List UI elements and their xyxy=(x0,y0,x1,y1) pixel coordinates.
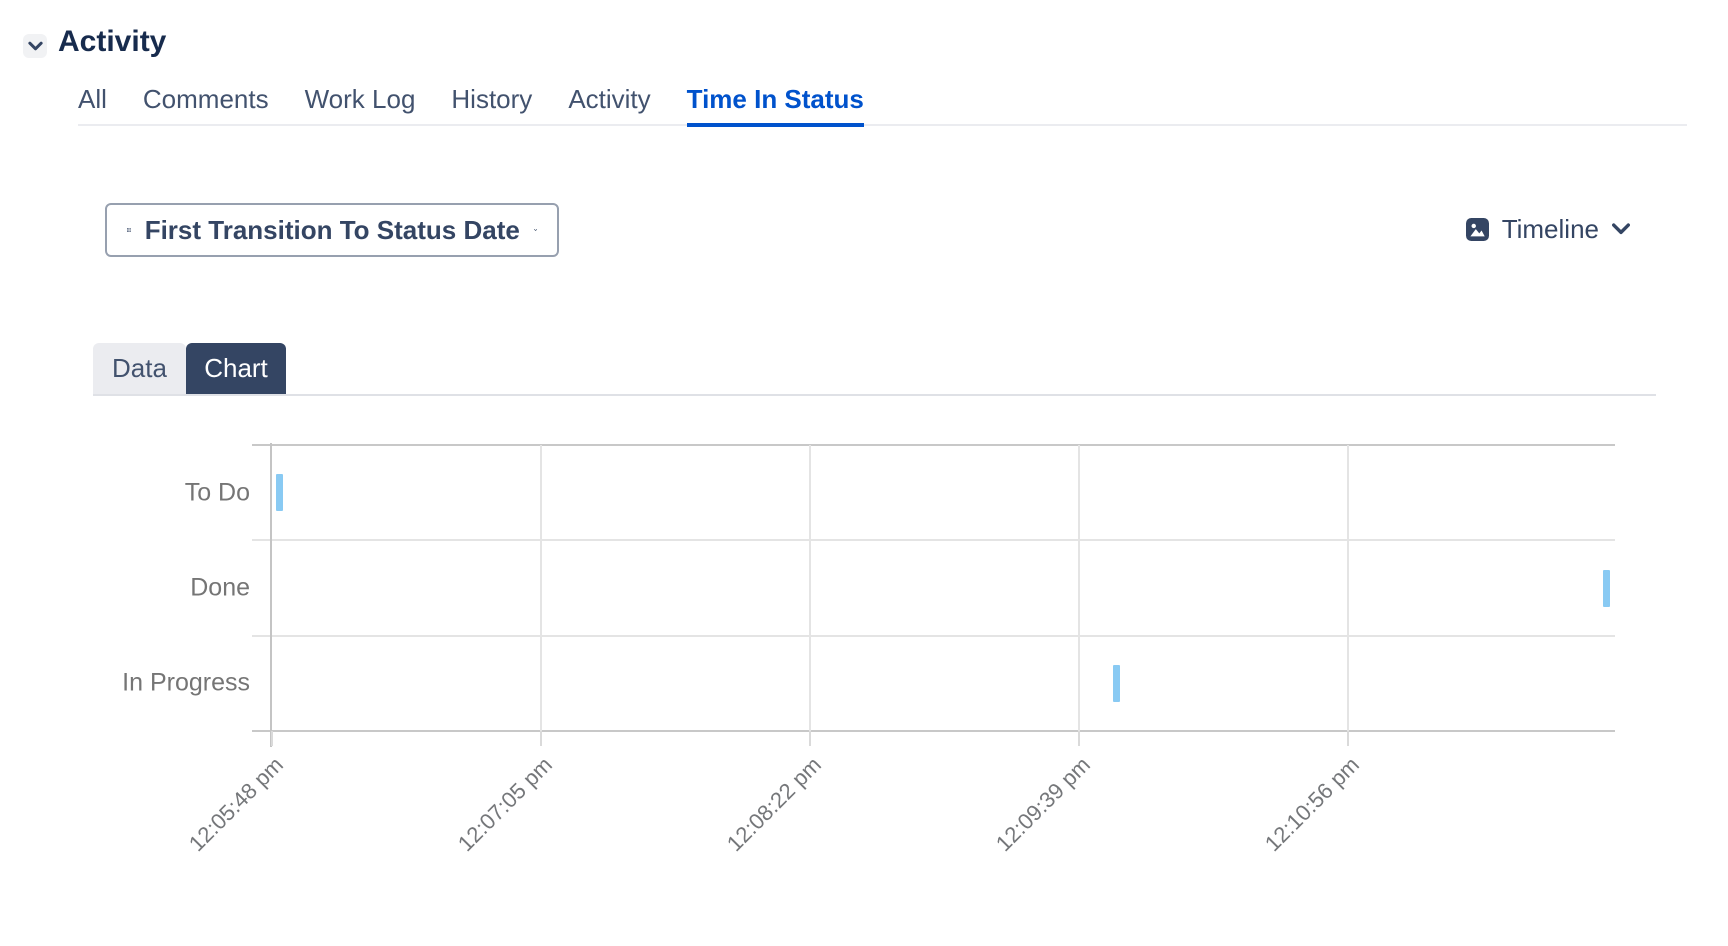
category-label: In Progress xyxy=(122,668,250,697)
view-selector-label: Timeline xyxy=(1501,213,1599,244)
activity-collapse-button[interactable] xyxy=(23,34,47,58)
chevron-down-icon xyxy=(533,229,537,231)
tab-work-log[interactable]: Work Log xyxy=(304,84,416,114)
x-tick-label: 12:05:48 pm xyxy=(183,752,288,857)
x-tick-label: 12:10:56 pm xyxy=(1259,752,1364,857)
chart-vgridline xyxy=(1347,445,1349,731)
chart-vgridline xyxy=(1078,445,1080,731)
tab-chart[interactable]: Chart xyxy=(186,343,286,394)
activity-tab-bar: All Comments Work Log History Activity T… xyxy=(78,84,1687,127)
chart-x-tick xyxy=(1347,731,1349,746)
tab-all[interactable]: All xyxy=(78,84,107,114)
chart-x-tick xyxy=(1078,731,1080,746)
chart-x-tick xyxy=(540,731,542,746)
chart-hgridline xyxy=(252,730,1615,732)
chart-hgridline xyxy=(252,634,1615,637)
tab-data[interactable]: Data xyxy=(93,343,186,394)
x-tick-label: 12:08:22 pm xyxy=(721,752,826,857)
grid-icon xyxy=(127,228,131,232)
tab-chart-label: Chart xyxy=(204,353,268,383)
chevron-down-icon xyxy=(27,41,43,51)
tab-time-in-status[interactable]: Time In Status xyxy=(686,84,864,127)
chart-x-tick xyxy=(271,731,273,746)
section-title: Activity xyxy=(58,25,167,58)
image-icon xyxy=(1465,217,1489,241)
chart-hgridline xyxy=(252,539,1615,542)
toggle-divider xyxy=(93,394,1656,396)
status-transition-marker[interactable] xyxy=(276,474,284,512)
field-selector-label: First Transition To Status Date xyxy=(144,214,520,245)
chevron-down-icon xyxy=(1612,223,1630,235)
tab-history[interactable]: History xyxy=(451,84,533,114)
tab-data-label: Data xyxy=(112,353,167,383)
status-transition-marker[interactable] xyxy=(1112,664,1120,702)
view-selector-button[interactable]: Timeline xyxy=(1465,206,1630,252)
field-selector-button[interactable]: First Transition To Status Date xyxy=(105,203,559,257)
tab-activity[interactable]: Activity xyxy=(568,84,651,114)
chart-vgridline xyxy=(809,445,811,731)
status-transition-marker[interactable] xyxy=(1603,569,1611,607)
chart-y-axis xyxy=(270,443,272,747)
x-tick-label: 12:09:39 pm xyxy=(990,752,1095,857)
chart-vgridline xyxy=(540,445,542,731)
x-tick-label: 12:07:05 pm xyxy=(452,752,557,857)
tab-comments[interactable]: Comments xyxy=(142,84,269,114)
category-label: To Do xyxy=(184,478,250,507)
category-label: Done xyxy=(190,573,250,602)
chart-x-tick xyxy=(809,731,811,746)
chart-hgridline xyxy=(252,444,1615,446)
